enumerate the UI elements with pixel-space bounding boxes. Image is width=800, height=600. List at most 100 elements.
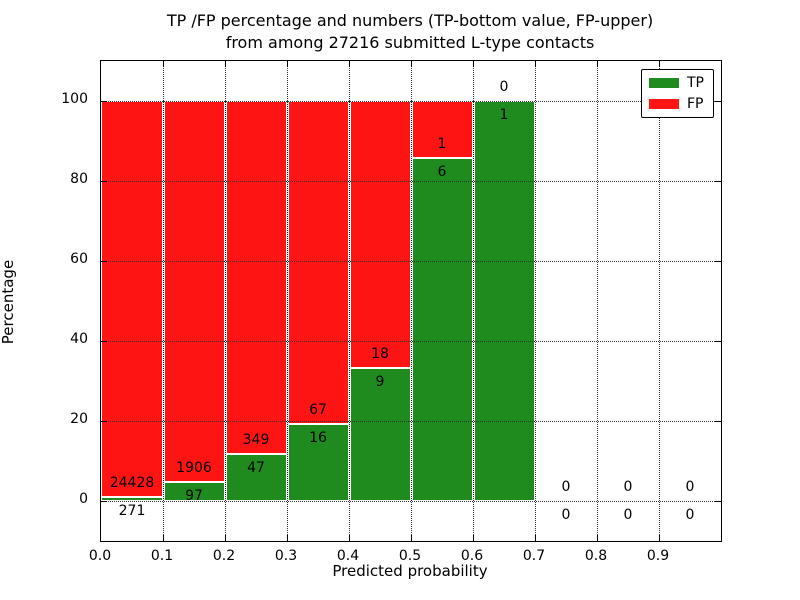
y-tick-label: 100 [61,91,88,107]
x-tick-mark [286,61,288,67]
y-tick-mark [715,180,721,182]
x-tick-label: 0.8 [584,548,608,564]
bar-fp-segment [163,101,225,482]
legend-swatch-fp [649,99,679,109]
x-tick-mark [596,535,598,541]
x-tick-mark [658,61,660,67]
bar-separator [161,101,165,501]
x-tick-label: 0.7 [522,548,546,564]
fp-count-label: 0 [685,479,695,495]
x-tick-label: 0.0 [88,548,112,564]
fp-count-label: 1 [437,136,447,153]
bar-separator [471,101,475,501]
bar-fp-segment [287,101,349,424]
x-tick-mark [224,535,226,541]
x-tick-mark [162,535,164,541]
y-tick-label: 60 [70,251,88,267]
x-gridline [659,61,660,541]
y-tick-label: 0 [79,491,88,507]
bar-separator [409,101,413,501]
x-tick-mark [410,61,412,67]
y-gridline [101,501,721,502]
y-tick-label: 40 [70,331,88,347]
tp-count-label: 0 [561,507,571,523]
legend-swatch-tp [649,78,679,88]
x-tick-label: 0.9 [646,548,670,564]
legend-label-fp: FP [687,96,704,112]
legend-entry-fp: FP [649,96,704,112]
y-tick-mark [101,180,107,182]
tp-count-label: 97 [185,487,203,504]
tp-count-label: 9 [375,373,385,390]
y-axis-label: Percentage [0,259,17,345]
x-tick-label: 0.4 [336,548,360,564]
legend-entry-tp: TP [649,75,704,91]
bar-fp-segment [101,101,163,497]
chart-title-line2: from among 27216 submitted L-type contac… [225,33,595,52]
x-gridline [597,61,598,541]
fp-count-label: 24428 [109,474,155,491]
x-tick-label: 0.2 [212,548,236,564]
fp-count-label: 67 [309,401,327,418]
y-tick-mark [715,100,721,102]
bar-tp-segment [287,423,349,501]
bar-separator [347,101,351,501]
y-tick-mark [101,100,107,102]
x-tick-mark [286,535,288,541]
y-tick-mark [715,500,721,502]
legend-label-tp: TP [687,75,704,91]
x-tick-mark [410,535,412,541]
tp-count-label: 6 [437,164,447,181]
tp-count-label: 1 [499,107,509,123]
x-axis-label: Predicted probability [332,562,488,580]
fp-count-label: 0 [561,479,571,495]
x-tick-label: 0.5 [398,548,422,564]
bar-separator [285,101,289,501]
y-gridline [101,101,721,102]
plot-area: 24428 271 1906 97 349 47 67 16 18 9 1 6 0 1 0 0 0 0 0 0 TP FP [100,60,722,542]
x-tick-mark [224,61,226,67]
fp-count-label: 0 [499,79,509,95]
x-tick-mark [162,61,164,67]
bar-tp-segment [473,101,535,501]
y-tick-mark [101,340,107,342]
x-tick-mark [596,61,598,67]
fp-count-label: 18 [371,345,389,362]
bar-fp-segment [349,101,411,368]
y-tick-mark [715,260,721,262]
x-tick-mark [348,61,350,67]
y-tick-mark [715,420,721,422]
fp-count-label: 1906 [176,459,212,476]
bar-tp-segment [349,367,411,501]
y-tick-mark [101,420,107,422]
bar-tp-segment [411,158,473,501]
x-tick-label: 0.1 [150,548,174,564]
tp-count-label: 271 [118,502,146,519]
legend-box: TP FP [641,69,714,118]
y-gridline [101,181,721,182]
tp-count-label: 47 [247,459,265,476]
x-tick-label: 0.3 [274,548,298,564]
y-tick-mark [101,260,107,262]
x-tick-mark [534,61,536,67]
x-tick-mark [472,535,474,541]
tp-count-label: 16 [309,429,327,446]
bar-fp-segment [225,101,287,454]
y-tick-label: 20 [70,411,88,427]
y-gridline [101,261,721,262]
y-tick-mark [715,340,721,342]
y-gridline [101,421,721,422]
chart-title-line1: TP /FP percentage and numbers (TP-bottom… [166,11,654,30]
y-tick-mark [101,500,107,502]
fp-count-label: 0 [623,479,633,495]
y-tick-label: 80 [70,171,88,187]
x-tick-mark [658,535,660,541]
fp-count-label: 349 [242,431,270,448]
x-tick-mark [348,535,350,541]
tp-count-label: 0 [623,507,633,523]
x-tick-mark [534,535,536,541]
bar-separator [223,101,227,501]
x-tick-label: 0.6 [460,548,484,564]
tp-count-label: 0 [685,507,695,523]
